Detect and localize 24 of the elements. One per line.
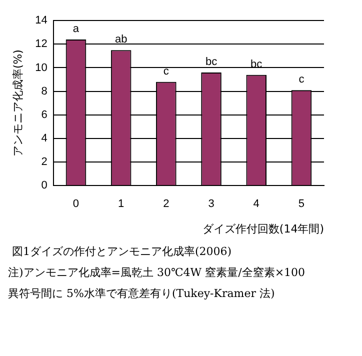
y-tick-label: 14 — [35, 14, 48, 27]
y-tick-label: 0 — [41, 180, 48, 192]
x-tick-label: 4 — [253, 198, 260, 210]
text: 図1ダイズの作付とアンモニア化成率(2006) — [11, 244, 233, 259]
x-tick-label: 2 — [163, 198, 170, 210]
annotation: a — [72, 22, 80, 35]
x-tick-label: 0 — [72, 198, 80, 210]
annotation: c — [298, 74, 305, 86]
y-tick-label: 2 — [41, 156, 48, 168]
y-tick-label: 8 — [41, 85, 48, 98]
x-tick-label: 3 — [208, 198, 214, 210]
y-tick-label: 10 — [35, 62, 48, 74]
x-axis-title: ダイズ作付回数(14年間) — [202, 222, 324, 236]
y-tick-label: 12 — [35, 38, 48, 50]
x-tick-label: 1 — [118, 198, 124, 210]
text: 注)アンモニア化成率=風乾土 30℃4W 窒素量/全窒素×100 — [8, 265, 306, 280]
text: 異符号間に 5%水準で有意差有り(Tukey-Kramer 法) — [8, 286, 276, 301]
annotation: c — [163, 65, 170, 78]
y-tick-label: 6 — [41, 108, 48, 121]
y-tick-label: 4 — [41, 132, 48, 144]
x-tick-label: 5 — [298, 198, 305, 210]
annotation: ab — [114, 34, 128, 46]
y-axis-title: アンモニア化成率(%) — [11, 50, 24, 157]
annotation: bc — [205, 56, 218, 68]
